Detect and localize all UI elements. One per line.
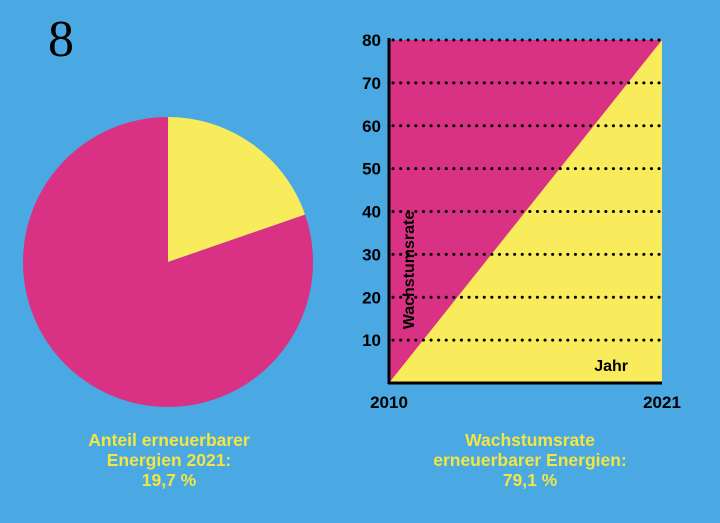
pie-caption-line-3: 19,7 % — [141, 470, 197, 490]
pie-slice-2 — [22, 117, 314, 407]
y-tick-label: 60 — [362, 117, 381, 136]
pie-caption-line-2: Energien 2021: — [106, 450, 232, 470]
x-tick-label: 2021 — [643, 393, 681, 412]
y-tick-label: 80 — [362, 31, 381, 50]
area-chart: 10 20 30 40 50 60 70 80 2010 2021 Jahr Wachstumsrat… — [362, 31, 681, 412]
pie-chart — [22, 117, 314, 407]
area-caption-line-3: 79,1 % — [502, 470, 558, 490]
y-tick-label: 70 — [362, 74, 381, 93]
x-tick-label: 2010 — [370, 393, 408, 412]
y-tick-label: 30 — [362, 245, 381, 264]
x-axis-title: Jahr — [594, 358, 628, 375]
pie-caption: Anteil erneuerbarer Energien 2021: 19,7 … — [24, 430, 314, 490]
pie-caption-line-1: Anteil erneuerbarer — [88, 430, 250, 450]
y-tick-label: 10 — [362, 331, 381, 350]
pie-slice-1 — [168, 117, 306, 262]
y-axis-title: Wachstumsrate — [401, 211, 418, 330]
y-tick-label: 20 — [362, 288, 381, 307]
y-tick-label: 50 — [362, 160, 381, 179]
area-caption-line-1: Wachstumsrate — [465, 430, 595, 450]
page-number: 8 — [48, 11, 74, 68]
area-caption-line-2: erneuerbarer Energien: — [433, 450, 627, 470]
area-caption: Wachstumsrate erneuerbarer Energien: 79,… — [380, 430, 680, 490]
area-series — [389, 40, 662, 383]
y-tick-label: 40 — [362, 203, 381, 222]
